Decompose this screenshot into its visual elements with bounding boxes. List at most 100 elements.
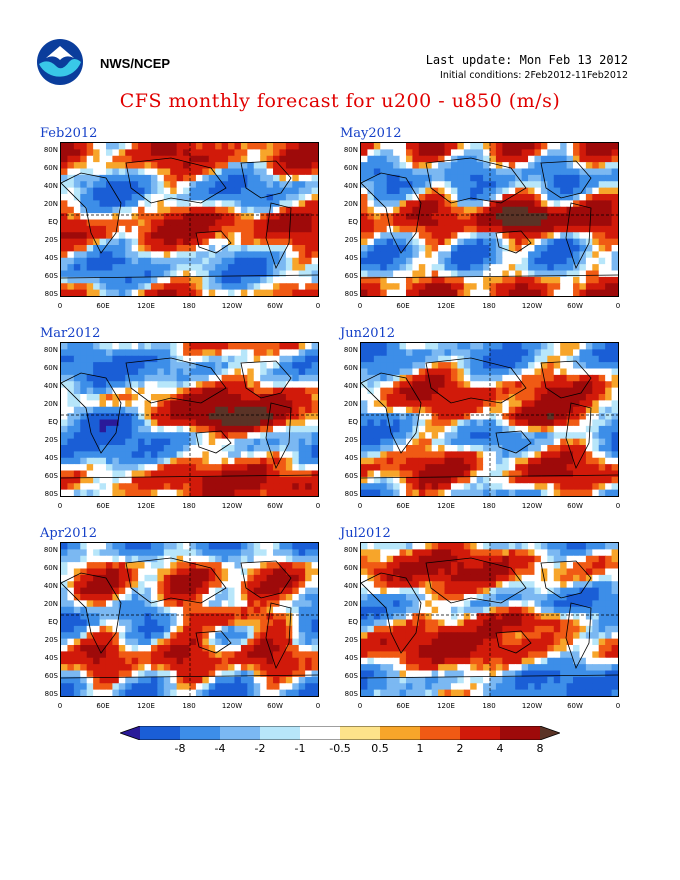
colorbar — [120, 726, 560, 740]
last-update: Last update: Mon Feb 13 2012 — [425, 53, 628, 67]
lat-label: 60S — [44, 272, 58, 280]
lat-label: EQ — [348, 218, 358, 226]
lat-label: 80N — [343, 146, 358, 154]
lon-label: 0 — [315, 702, 321, 710]
lon-label: 60E — [96, 502, 110, 510]
lon-label: 0 — [615, 702, 621, 710]
colorbar-label: 1 — [416, 742, 424, 755]
lat-label: 60S — [44, 672, 58, 680]
lon-label: 120E — [437, 502, 455, 510]
lon-label: 60E — [396, 502, 410, 510]
lat-label: EQ — [348, 618, 358, 626]
page-title: CFS monthly forecast for u200 - u850 (m/… — [119, 90, 561, 112]
forecast-panel: May2012 80N 60N 40N 20N EQ 20S 40S 60S 80S 0 60E 120… — [340, 126, 622, 324]
lat-label: 80N — [343, 346, 358, 354]
lon-label: 0 — [315, 302, 321, 310]
forecast-panel: Mar2012 80N 60N 40N 20N EQ 20S 40S 60S 80S 0 60E 120… — [40, 326, 322, 524]
lat-label: 80S — [44, 490, 58, 498]
lat-label: EQ — [48, 218, 58, 226]
forecast-panel: Jun2012 80N 60N 40N 20N EQ 20S 40S 60S 80S 0 60E 120… — [340, 326, 622, 524]
lat-label: 60S — [344, 672, 358, 680]
lat-label: 80N — [43, 346, 58, 354]
lon-label: 60W — [267, 302, 283, 310]
colorbar-label: -2 — [254, 742, 266, 755]
lon-label: 0 — [357, 302, 363, 310]
lat-label: 60N — [343, 164, 358, 172]
lat-label: 40N — [343, 182, 358, 190]
lon-label: 0 — [357, 502, 363, 510]
lat-label: 20N — [343, 600, 358, 608]
panel-title: Jun2012 — [340, 326, 396, 341]
lon-label: 60W — [567, 302, 583, 310]
colorbar-swatch — [140, 726, 181, 740]
lat-label: 60N — [343, 564, 358, 572]
lon-label: 180 — [482, 702, 496, 710]
lat-label: 20S — [44, 236, 58, 244]
lon-label: 60E — [396, 702, 410, 710]
lon-label: 0 — [615, 302, 621, 310]
lon-label: 0 — [315, 502, 321, 510]
org-name: NWS/NCEP — [100, 56, 171, 71]
lat-label: 80S — [44, 290, 58, 298]
panel-title: Mar2012 — [40, 326, 101, 341]
lat-label: 20S — [344, 236, 358, 244]
lon-label: 0 — [57, 502, 63, 510]
colorbar-label: 0.5 — [371, 742, 389, 755]
colorbar-swatch — [380, 726, 421, 740]
lon-label: 120W — [521, 302, 543, 310]
lat-label: 20N — [43, 400, 58, 408]
lon-label: 60E — [96, 702, 110, 710]
panel-title: Feb2012 — [40, 126, 98, 141]
lat-label: 20S — [44, 436, 58, 444]
lon-label: 0 — [57, 702, 63, 710]
lon-label: 120E — [137, 302, 155, 310]
colorbar-label: -4 — [214, 742, 226, 755]
colorbar-swatch — [460, 726, 501, 740]
colorbar-swatch — [220, 726, 261, 740]
lat-label: 20N — [343, 400, 358, 408]
lon-label: 60W — [567, 502, 583, 510]
lon-label: 120E — [437, 702, 455, 710]
colorbar-swatch — [120, 726, 140, 740]
forecast-panel: Apr2012 80N 60N 40N 20N EQ 20S 40S 60S 80S 0 60E 120… — [40, 526, 322, 724]
colorbar-swatch — [260, 726, 301, 740]
noaa-logo-icon — [37, 39, 83, 85]
lat-label: 20S — [344, 436, 358, 444]
lat-label: 80N — [43, 146, 58, 154]
lon-label: 60E — [396, 302, 410, 310]
colorbar-swatch — [180, 726, 221, 740]
lon-label: 120E — [137, 502, 155, 510]
lat-label: 40N — [43, 182, 58, 190]
colorbar-swatch — [420, 726, 461, 740]
lat-label: 80S — [344, 490, 358, 498]
lon-label: 60E — [96, 302, 110, 310]
lat-label: 40S — [344, 254, 358, 262]
colorbar-swatch — [540, 726, 560, 740]
lon-label: 180 — [182, 302, 196, 310]
lat-label: 40S — [44, 654, 58, 662]
colorbar-label: 2 — [456, 742, 464, 755]
lon-label: 60W — [267, 502, 283, 510]
lat-label: 80S — [344, 290, 358, 298]
lon-label: 120E — [137, 702, 155, 710]
lat-label: 60S — [344, 272, 358, 280]
lon-label: 180 — [182, 502, 196, 510]
panel-title: Jul2012 — [340, 526, 391, 541]
lat-label: 80N — [43, 546, 58, 554]
lon-label: 120W — [221, 502, 243, 510]
lon-label: 120W — [221, 302, 243, 310]
lon-label: 0 — [615, 502, 621, 510]
forecast-panel: Feb2012 80N 60N 40N 20N EQ 20S 40S 60S 80S 0 60E 120… — [40, 126, 322, 324]
lat-label: EQ — [348, 418, 358, 426]
lat-label: 20N — [343, 200, 358, 208]
lon-label: 120E — [437, 302, 455, 310]
lat-label: 60N — [43, 364, 58, 372]
forecast-panel: Jul2012 80N 60N 40N 20N EQ 20S 40S 60S 80S 0 60E 120… — [340, 526, 622, 724]
lat-label: 20N — [43, 600, 58, 608]
lon-label: 0 — [57, 302, 63, 310]
map-field — [360, 542, 619, 697]
lat-label: 40S — [44, 454, 58, 462]
lat-label: EQ — [48, 618, 58, 626]
map-field — [60, 342, 319, 497]
lon-label: 120W — [521, 502, 543, 510]
